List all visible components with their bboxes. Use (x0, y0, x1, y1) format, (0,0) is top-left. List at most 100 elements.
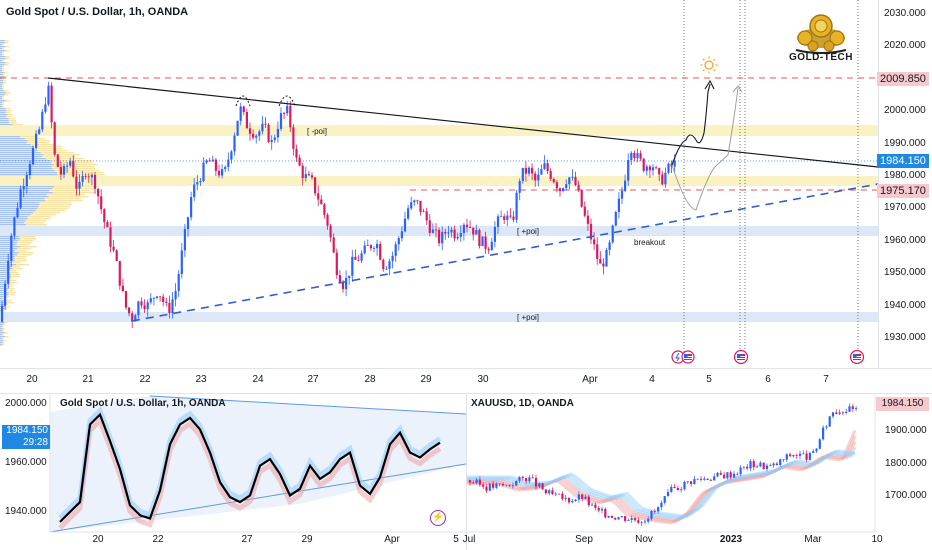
time-axis-label: 7 (823, 374, 829, 385)
daily-candle (551, 487, 553, 495)
candle (404, 212, 406, 233)
inset-right-price-tag: 1984.150 (876, 397, 929, 411)
price-axis-label: 1980.000 (884, 170, 926, 181)
daily-candle (604, 508, 606, 519)
price-axis-label: 1950.000 (884, 267, 926, 278)
candle (655, 166, 657, 170)
candle (609, 240, 611, 255)
time-axis-label: 23 (195, 374, 206, 385)
candle (159, 296, 161, 301)
candle (63, 163, 65, 178)
inset-left-time-label: 20 (92, 534, 103, 545)
daily-candle (819, 438, 821, 450)
inset-left-time-label: 22 (152, 534, 163, 545)
daily-candle (763, 462, 765, 469)
candle (364, 241, 366, 255)
daily-candle (796, 454, 798, 459)
time-axis-label: 27 (307, 374, 318, 385)
inset-right-ribbon (467, 430, 855, 523)
candle (230, 150, 232, 163)
time-axis-label: 6 (765, 374, 771, 385)
daily-candle (581, 494, 583, 502)
candle (469, 220, 471, 228)
daily-candle (829, 416, 831, 427)
price-axis-label: 2030.000 (884, 8, 926, 19)
daily-candle (690, 481, 692, 486)
candle (602, 258, 604, 274)
inset-right-chart[interactable] (467, 394, 932, 550)
daily-candle (726, 472, 728, 479)
candle (516, 190, 518, 223)
candle (240, 103, 242, 125)
event-icon-us-flag-1[interactable] (682, 351, 694, 363)
candle (500, 211, 502, 218)
candle (361, 250, 363, 263)
candle (323, 203, 325, 219)
main-chart-panel[interactable]: Gold Spot / U.S. Dollar, 1h, OANDA GOLD-… (0, 0, 932, 393)
candle (314, 177, 316, 196)
candle (224, 165, 226, 172)
daily-candle (766, 463, 768, 471)
candle (44, 97, 46, 114)
descending-trendline[interactable] (48, 78, 878, 167)
daily-candle (782, 459, 784, 462)
candle (113, 240, 115, 252)
candle (119, 261, 121, 290)
time-axis-label: Apr (582, 374, 598, 385)
candle (4, 280, 6, 310)
gold-tech-logo: GOLD-TECH (786, 8, 856, 70)
daily-candle (548, 489, 550, 496)
candle (233, 132, 235, 155)
candle (615, 211, 617, 227)
event-icon-us-flag-2[interactable] (735, 351, 748, 364)
price-axis-label: 2000.000 (884, 105, 926, 116)
candle (373, 246, 375, 252)
inset-left-panel[interactable]: Gold Spot / U.S. Dollar, 1h, OANDA 2000.… (0, 394, 466, 550)
candle (227, 152, 229, 171)
price-axis-label: 1960.000 (884, 235, 926, 246)
candle (416, 200, 418, 204)
candle (116, 249, 118, 261)
time-axis-label: 24 (252, 374, 263, 385)
price-candles (1, 82, 676, 328)
inset-left-countdown: 29:28 (2, 437, 48, 449)
daily-candle (756, 465, 758, 468)
candle (144, 299, 146, 313)
candle (633, 150, 635, 161)
candle (333, 233, 335, 253)
daily-candle (845, 409, 847, 415)
daily-candle (542, 483, 544, 490)
daily-candle (598, 506, 600, 512)
event-icon-us-flag-3[interactable] (851, 351, 864, 364)
daily-candle (571, 499, 573, 504)
time-axis-label: 28 (364, 374, 375, 385)
candle (32, 146, 34, 166)
candle (165, 298, 167, 307)
candle (317, 185, 319, 206)
daily-candle (677, 486, 679, 491)
daily-candle (703, 476, 705, 480)
candle (652, 164, 654, 176)
time-axis-label: 5 (706, 374, 712, 385)
lightning-icon[interactable]: ⚡ (430, 510, 446, 526)
candle (206, 159, 208, 164)
daily-candle (749, 459, 751, 471)
candle (636, 149, 638, 163)
candle (153, 297, 155, 305)
inset-left-chart[interactable] (0, 394, 466, 550)
ascending-support-trendline[interactable] (132, 184, 878, 321)
daily-candle (617, 516, 619, 519)
daily-candle (792, 455, 794, 458)
inset-right-panel[interactable]: XAUUSD, 1D, OANDA 1900.000 1800.000 1700… (467, 394, 932, 550)
candle (562, 188, 564, 193)
breakout-label: breakout (634, 238, 665, 247)
daily-candle (641, 521, 643, 526)
candle (528, 166, 530, 176)
daily-candle (769, 463, 771, 466)
candle (339, 270, 341, 283)
daily-candle (611, 515, 613, 518)
daily-candle (825, 425, 827, 430)
candle (299, 155, 301, 167)
daily-candle (848, 403, 850, 411)
candle (584, 201, 586, 217)
